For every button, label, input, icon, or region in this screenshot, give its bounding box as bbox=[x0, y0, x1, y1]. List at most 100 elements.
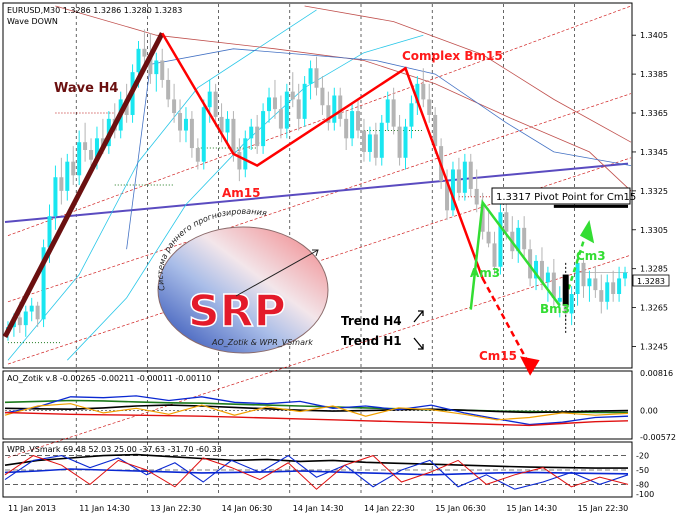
price-bar-53 bbox=[320, 87, 325, 106]
price-tick-label-8: 1.3405 bbox=[640, 31, 668, 40]
price-bar-86 bbox=[516, 227, 521, 252]
wpr-tick-label-3: -100 bbox=[636, 490, 654, 499]
wave-m3-line bbox=[469, 199, 561, 310]
pivot-label-box bbox=[491, 187, 631, 205]
price-bar-75 bbox=[450, 169, 455, 211]
label-complex-bm15: Complex Bm15 bbox=[402, 49, 503, 63]
ma-red-2 bbox=[304, 5, 632, 143]
price-bar-50 bbox=[302, 83, 307, 119]
price-bar-3 bbox=[23, 311, 28, 326]
price-bar-81 bbox=[486, 231, 491, 244]
label-trend-h1: Trend H1 bbox=[341, 334, 402, 348]
current-price-label: 1.3283 bbox=[637, 277, 665, 286]
wpr-tick-label-2: -80 bbox=[636, 480, 649, 489]
channel-line-3 bbox=[7, 254, 632, 458]
time-axis: 11 Jan 2013 11 Jan 14:30 13 Jan 22:30 14 Ja… bbox=[8, 504, 628, 513]
time-label-4: 14 Jan 14:30 bbox=[293, 504, 344, 513]
price-bar-63 bbox=[379, 122, 384, 158]
price-bar-90 bbox=[539, 260, 544, 283]
price-bar-7 bbox=[47, 216, 52, 248]
price-bar-4 bbox=[29, 305, 34, 312]
wpr-tick-label-1: -50 bbox=[636, 466, 649, 475]
wave-pattern-lines bbox=[2, 32, 595, 376]
ao-tick-label-1: 0.00 bbox=[640, 407, 658, 416]
trend-h1-arrow-icon bbox=[413, 337, 424, 350]
wpr-indicator-lines bbox=[4, 453, 629, 490]
price-bar-29 bbox=[178, 113, 183, 131]
price-bar-15 bbox=[94, 138, 99, 160]
price-bars bbox=[5, 29, 628, 341]
channel-line-0 bbox=[7, 5, 632, 236]
price-bar-61 bbox=[367, 134, 372, 152]
time-label-3: 14 Jan 06:30 bbox=[222, 504, 273, 513]
price-bar-12 bbox=[77, 142, 82, 176]
price-bar-84 bbox=[504, 212, 509, 232]
price-bar-88 bbox=[528, 249, 533, 279]
wpr-red-line bbox=[4, 455, 629, 490]
price-tick-label-6: 1.3365 bbox=[640, 109, 668, 118]
ao-green-line bbox=[4, 399, 628, 414]
price-bar-16 bbox=[100, 138, 105, 147]
cm3-projection-line bbox=[564, 231, 588, 299]
price-bar-6 bbox=[41, 247, 46, 320]
price-bar-57 bbox=[344, 118, 349, 139]
price-bar-92 bbox=[551, 272, 556, 298]
price-bar-55 bbox=[332, 95, 337, 123]
price-bar-64 bbox=[385, 99, 390, 123]
price-bar-26 bbox=[160, 60, 165, 80]
pivot-label: 1.3317 Pivot Point for Cm15 bbox=[496, 192, 636, 203]
price-bar-13 bbox=[83, 142, 88, 150]
price-bar-96 bbox=[575, 262, 580, 294]
price-tick-label-3: 1.3305 bbox=[640, 226, 668, 235]
price-bar-22 bbox=[136, 48, 141, 73]
price-bar-32 bbox=[195, 148, 200, 162]
price-bar-95 bbox=[569, 294, 574, 314]
wpr-blue-line bbox=[4, 454, 629, 490]
price-bar-70 bbox=[421, 83, 426, 100]
price-bar-42 bbox=[255, 126, 260, 147]
time-label-8: 15 Jan 22:30 bbox=[578, 504, 629, 513]
time-label-7: 15 Jan 14:30 bbox=[506, 504, 557, 513]
price-bar-83 bbox=[498, 212, 503, 267]
price-bar-68 bbox=[409, 103, 414, 127]
price-bar-27 bbox=[166, 79, 171, 100]
price-bar-79 bbox=[474, 188, 479, 205]
price-bar-80 bbox=[480, 204, 485, 232]
price-bar-25 bbox=[154, 60, 159, 75]
price-bar-45 bbox=[272, 97, 277, 110]
ao-tick-label-0: 0.00816 bbox=[640, 369, 673, 378]
price-bar-102 bbox=[611, 282, 616, 294]
ao-tick-label-2: -0.00572 bbox=[640, 433, 676, 442]
wpr-label: WPR_VSmark 69.48 52.03 25.00 -37.63 -31.… bbox=[7, 445, 222, 454]
channel-line-1 bbox=[7, 93, 632, 303]
price-bar-43 bbox=[261, 111, 266, 147]
ao-indicator-lines bbox=[4, 395, 629, 427]
time-label-0: 11 Jan 2013 bbox=[8, 504, 56, 513]
label-cm3: Cm3 bbox=[576, 249, 606, 263]
price-tick-label-7: 1.3385 bbox=[640, 70, 668, 79]
symbol-header: EURUSD,M30 1.3286 1.3286 1.3280 1.3283 bbox=[7, 6, 182, 15]
wave-bm15-line bbox=[161, 32, 484, 279]
price-tick-label-0: 1.3245 bbox=[640, 343, 668, 352]
price-bar-66 bbox=[397, 126, 402, 158]
time-label-1: 11 Jan 14:30 bbox=[79, 504, 130, 513]
price-bar-60 bbox=[361, 130, 366, 152]
price-bar-72 bbox=[433, 114, 438, 147]
price-bar-23 bbox=[142, 48, 147, 57]
price-bar-2 bbox=[17, 317, 22, 326]
price-bar-46 bbox=[278, 109, 283, 129]
price-bar-14 bbox=[89, 150, 94, 160]
price-bar-87 bbox=[522, 227, 527, 250]
last-bar-marker bbox=[562, 274, 569, 306]
price-axis: 1.3245 1.3265 1.3285 1.3305 1.3325 1.3345 1.33… bbox=[632, 31, 676, 499]
price-bar-30 bbox=[183, 118, 188, 131]
price-bar-47 bbox=[284, 91, 289, 129]
price-bar-48 bbox=[290, 91, 295, 100]
price-bar-36 bbox=[219, 116, 224, 133]
price-bar-100 bbox=[599, 290, 604, 302]
price-bar-52 bbox=[314, 68, 319, 88]
price-bar-5 bbox=[35, 305, 40, 320]
price-tick-label-2: 1.3285 bbox=[640, 265, 668, 274]
